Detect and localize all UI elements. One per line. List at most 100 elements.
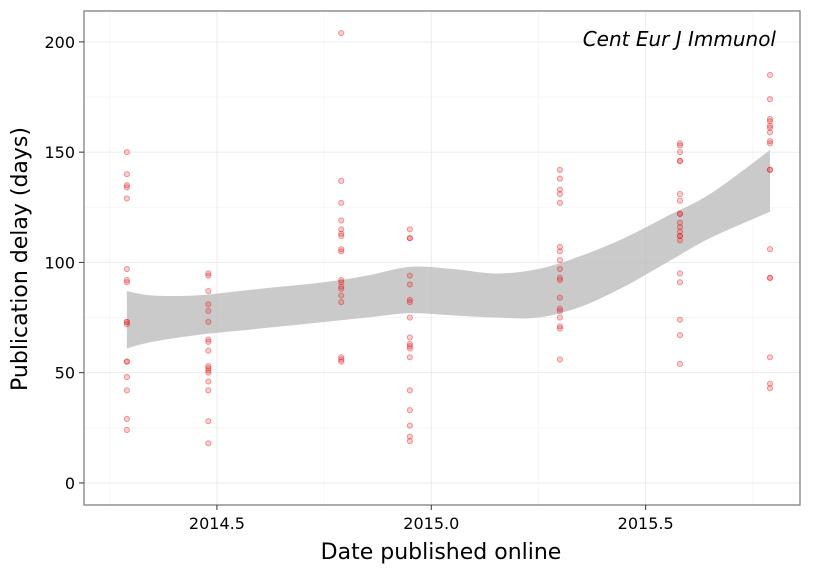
data-point: [766, 380, 774, 387]
data-point: [556, 199, 563, 206]
data-point: [338, 285, 345, 292]
data-point: [123, 358, 130, 365]
data-point: [556, 274, 563, 281]
data-point: [556, 325, 563, 332]
data-point: [556, 277, 563, 284]
y-tick-label: 0: [65, 474, 75, 493]
data-point: [205, 367, 212, 374]
data-point: [205, 440, 212, 447]
data-point: [676, 157, 684, 165]
data-point: [123, 374, 130, 381]
y-tick-label: 200: [44, 33, 75, 52]
data-point: [676, 210, 684, 217]
data-point: [123, 277, 130, 284]
data-point: [556, 307, 563, 314]
data-point: [205, 363, 212, 370]
data-point: [676, 279, 684, 286]
data-point: [123, 184, 130, 191]
data-point: [406, 334, 413, 341]
data-point: [406, 422, 413, 429]
journal-annotation: Cent Eur J Immunol: [583, 27, 777, 51]
data-point: [406, 272, 413, 279]
y-tick-label: 150: [44, 143, 75, 162]
data-point: [676, 219, 684, 226]
y-tick-label: 50: [55, 364, 75, 383]
data-point: [766, 124, 774, 131]
data-point: [766, 274, 774, 281]
data-point: [676, 157, 684, 165]
y-axis-title: Publication delay (days): [8, 127, 33, 391]
data-point: [406, 296, 413, 303]
data-point: [338, 226, 345, 233]
data-point: [123, 318, 130, 326]
data-point: [766, 122, 774, 129]
data-point: [676, 224, 684, 231]
data-point: [676, 210, 684, 217]
data-point: [205, 347, 212, 354]
data-point: [205, 307, 212, 314]
data-point: [205, 318, 212, 326]
data-point: [205, 301, 212, 308]
data-point: [676, 142, 684, 149]
data-point: [766, 129, 774, 136]
data-point: [766, 71, 774, 79]
data-point: [676, 232, 684, 239]
data-point: [338, 246, 345, 253]
data-point: [556, 314, 563, 321]
data-point: [123, 265, 130, 273]
data-point: [766, 385, 774, 392]
data-point: [766, 118, 774, 125]
data-point: [123, 171, 130, 178]
data-point: [406, 433, 413, 440]
data-point: [556, 257, 563, 264]
data-point: [338, 358, 345, 365]
data-point: [556, 186, 563, 193]
data-point: [338, 292, 345, 299]
data-point: [338, 230, 345, 237]
data-point: [205, 272, 212, 279]
data-point: [676, 316, 684, 323]
data-point: [766, 140, 774, 147]
data-point: [338, 279, 345, 286]
data-point: [676, 228, 684, 235]
data-point: [338, 248, 345, 255]
data-point: [406, 235, 413, 242]
data-point: [556, 248, 563, 255]
data-point: [123, 415, 130, 423]
data-point: [123, 279, 130, 286]
data-point: [338, 283, 345, 290]
confidence-band: [126, 149, 770, 349]
data-point: [406, 340, 413, 348]
data-point: [556, 175, 563, 182]
data-point: [205, 365, 212, 372]
data-point: [556, 265, 563, 273]
data-point: [123, 182, 130, 189]
data-point: [676, 360, 684, 367]
data-point: [338, 354, 345, 361]
data-point: [123, 149, 130, 156]
data-point: [205, 369, 212, 376]
data-point: [338, 217, 345, 224]
data-point: [406, 345, 413, 352]
data-point: [556, 323, 563, 330]
data-point: [766, 166, 774, 173]
data-point: [338, 199, 345, 206]
x-tick-label: 2015.5: [618, 514, 674, 533]
data-point: [406, 407, 413, 414]
data-point: [123, 195, 130, 202]
data-point: [676, 270, 684, 277]
data-point: [766, 96, 774, 103]
data-point: [766, 246, 774, 253]
data-point: [556, 166, 563, 173]
data-point: [406, 314, 413, 321]
data-point: [406, 281, 413, 288]
data-point: [766, 138, 774, 145]
data-point: [406, 437, 413, 445]
y-axis: 0 50 100 150 200: [44, 33, 84, 493]
data-point: [205, 270, 212, 277]
data-point: [123, 387, 130, 394]
data-point: [766, 166, 774, 173]
data-point: [676, 197, 684, 204]
y-tick-label: 100: [44, 253, 75, 272]
